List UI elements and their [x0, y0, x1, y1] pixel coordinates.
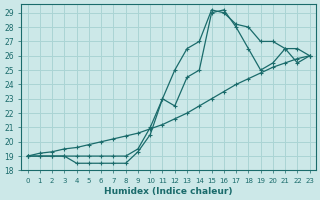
X-axis label: Humidex (Indice chaleur): Humidex (Indice chaleur): [104, 187, 233, 196]
